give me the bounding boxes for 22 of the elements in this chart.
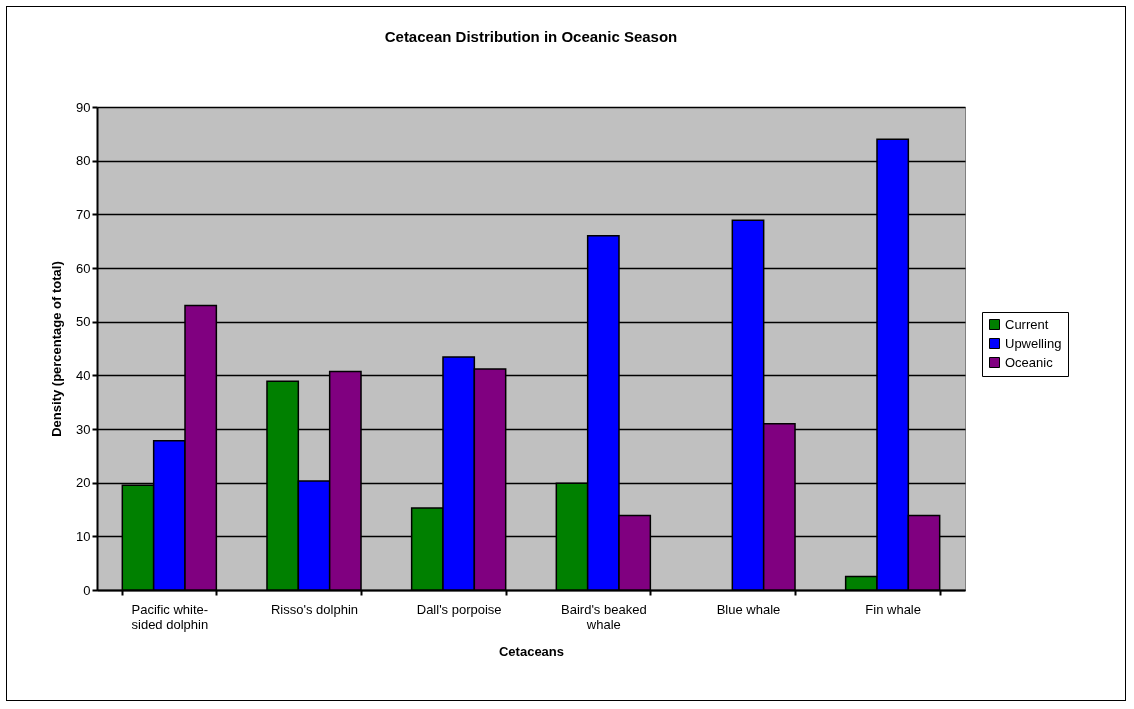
legend-label: Oceanic <box>1005 354 1054 370</box>
y-tick-label: 20 <box>76 475 91 491</box>
y-tick-label: 40 <box>76 367 91 383</box>
x-tick-label: Pacific white-sided dolphin <box>131 601 209 632</box>
chart-title: Cetacean Distribution in Oceanic Season <box>384 28 678 45</box>
legend-label: Current <box>1005 316 1049 332</box>
y-tick-label: 90 <box>76 99 91 115</box>
x-tick-label: Dall's porpoise <box>416 601 502 617</box>
y-tick-label: 50 <box>76 314 91 330</box>
x-axis-title: Cetaceans <box>498 643 565 659</box>
y-tick-label: 70 <box>76 206 91 222</box>
y-tick-label: 30 <box>76 421 91 437</box>
y-tick-label: 60 <box>76 260 91 276</box>
legend-label: Upwelling <box>1005 335 1062 351</box>
y-axis-title: Density (percentage of total) <box>49 261 65 437</box>
x-tick-label: Fin whale <box>865 601 921 617</box>
y-tick-label: 80 <box>76 153 91 169</box>
x-tick-label: Blue whale <box>716 601 781 617</box>
y-tick-label: 0 <box>83 582 91 598</box>
x-tick-label: Baird's beaked whale <box>561 601 647 632</box>
x-tick-label: Risso's dolphin <box>270 601 359 617</box>
y-tick-label: 10 <box>76 528 91 544</box>
